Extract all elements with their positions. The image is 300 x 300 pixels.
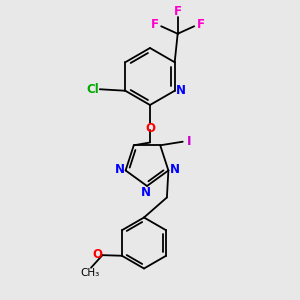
Text: N: N bbox=[176, 84, 186, 97]
Text: F: F bbox=[197, 18, 205, 31]
Text: I: I bbox=[187, 135, 191, 148]
Text: N: N bbox=[115, 164, 124, 176]
Text: O: O bbox=[92, 248, 102, 261]
Text: O: O bbox=[146, 122, 156, 135]
Text: F: F bbox=[174, 5, 182, 18]
Text: F: F bbox=[151, 18, 159, 31]
Text: CH₃: CH₃ bbox=[80, 268, 99, 278]
Text: Cl: Cl bbox=[86, 83, 99, 96]
Text: N: N bbox=[170, 164, 180, 176]
Text: N: N bbox=[140, 186, 151, 199]
